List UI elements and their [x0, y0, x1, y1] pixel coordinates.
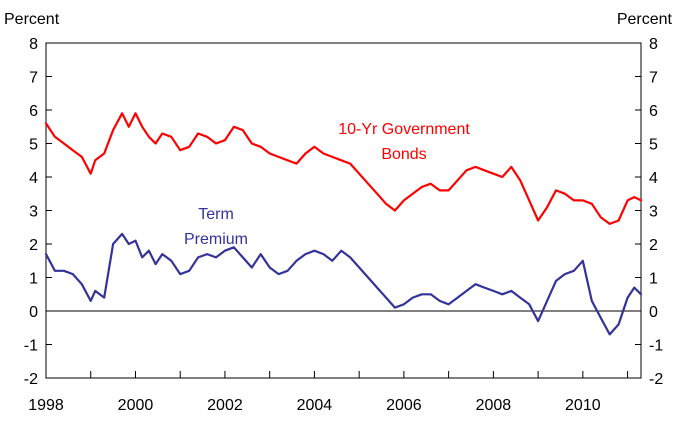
y-tick-label-right: 6: [649, 103, 658, 120]
x-tick-label: 2000: [118, 397, 154, 414]
y-tick-label-right: 1: [649, 271, 658, 288]
y-tick-label-right: 0: [649, 304, 658, 321]
y-tick-label-left: 6: [29, 103, 38, 120]
x-tick-label: 2002: [207, 397, 243, 414]
series-label-bond-yield: 10-Yr Government: [338, 121, 470, 138]
y-tick-label-left: -1: [24, 338, 38, 355]
y-tick-label-right: 4: [649, 170, 658, 187]
x-tick-label: 2008: [476, 397, 512, 414]
axes-group: -2 -2 -1 -1 0 0 1 1 2 2 3 3 4 4 5 5 6 6 7 7 8 8 1998 2000 2002 20…: [24, 36, 664, 414]
series-lines-group: [44, 112, 643, 336]
y-tick-label-left: 5: [29, 137, 38, 154]
y-tick-label-right: 5: [649, 137, 658, 154]
y-tick-label-right: 7: [649, 70, 658, 87]
y-tick-label-right: 8: [649, 36, 658, 53]
series-label-bond-yield: Bonds: [381, 146, 426, 163]
y-tick-label-left: 4: [29, 170, 38, 187]
right-unit-label: Percent: [617, 11, 673, 28]
series-line-bond-yield: [44, 112, 643, 225]
y-tick-label-left: -2: [24, 371, 38, 388]
series-line-term-premium: [44, 232, 643, 336]
y-tick-label-right: 2: [649, 237, 658, 254]
y-tick-label-left: 1: [29, 271, 38, 288]
series-labels-group: 10-Yr Government Bonds Term Premium: [184, 121, 470, 248]
left-unit-label: Percent: [4, 11, 60, 28]
y-tick-label-right: -2: [649, 371, 663, 388]
x-tick-label: 2010: [565, 397, 601, 414]
y-tick-label-left: 2: [29, 237, 38, 254]
x-tick-label: 1998: [28, 397, 64, 414]
plot-frame: [45, 42, 642, 379]
y-tick-label-left: 8: [29, 36, 38, 53]
x-tick-label: 2006: [386, 397, 422, 414]
y-tick-label-left: 0: [29, 304, 38, 321]
y-tick-label-left: 3: [29, 204, 38, 221]
series-label-term-premium: Premium: [184, 231, 248, 248]
y-tick-label-right: -1: [649, 338, 663, 355]
series-label-term-premium: Term: [198, 206, 234, 223]
x-tick-label: 2004: [297, 397, 333, 414]
y-tick-label-right: 3: [649, 204, 658, 221]
y-tick-label-left: 7: [29, 70, 38, 87]
